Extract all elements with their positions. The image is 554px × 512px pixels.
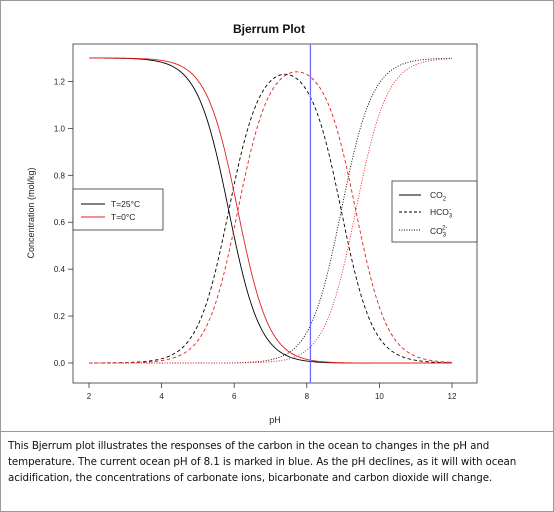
y-tick-label: 0.6 [54, 218, 66, 227]
series-hco3-25c [88, 73, 453, 364]
y-tick-label: 0.2 [54, 312, 66, 321]
y-tick-label: 0.0 [54, 359, 66, 368]
x-tick-label: 8 [305, 392, 310, 401]
legend-label-25c: T=25°C [111, 199, 140, 209]
series-hco3-0c [88, 71, 453, 364]
figure-caption: This Bjerrum plot illustrates the respon… [1, 431, 553, 511]
y-tick-label: 1.0 [54, 124, 66, 133]
species-legend: CO2 HCO3- CO32- [391, 180, 478, 243]
y-axis: 0.0 0.2 0.4 0.6 0.8 1.0 1.2 [54, 77, 73, 368]
x-axis-title: pH [269, 415, 281, 425]
y-tick-label: 0.8 [54, 171, 66, 180]
legend-label-co2: CO2 [430, 190, 447, 203]
x-tick-label: 6 [232, 392, 237, 401]
chart-title: Bjerrum Plot [233, 22, 305, 36]
legend-label-co3: CO32- [430, 226, 447, 239]
y-tick-label: 1.2 [54, 77, 66, 86]
temperature-legend-box [72, 188, 164, 231]
series-co32-0c [89, 58, 453, 364]
bjerrum-chart: Bjerrum Plot 0.0 0.2 0.4 0.6 0.8 1.0 1.2 2 4 6 8 1… [26, 22, 478, 425]
series-layer [88, 57, 453, 364]
x-axis: 2 4 6 8 10 12 [87, 383, 457, 401]
legend-label-hco3: HCO3- [430, 207, 453, 220]
x-tick-label: 12 [448, 392, 457, 401]
x-tick-label: 10 [375, 392, 384, 401]
temperature-legend: T=25°C T=0°C [72, 188, 164, 231]
legend-label-0c: T=0°C [111, 212, 135, 222]
series-co2-0c [88, 57, 452, 364]
x-tick-label: 4 [159, 392, 164, 401]
y-tick-label: 0.4 [54, 265, 66, 274]
x-tick-label: 2 [87, 392, 92, 401]
y-axis-title: Concentration (mol/kg) [26, 167, 36, 258]
